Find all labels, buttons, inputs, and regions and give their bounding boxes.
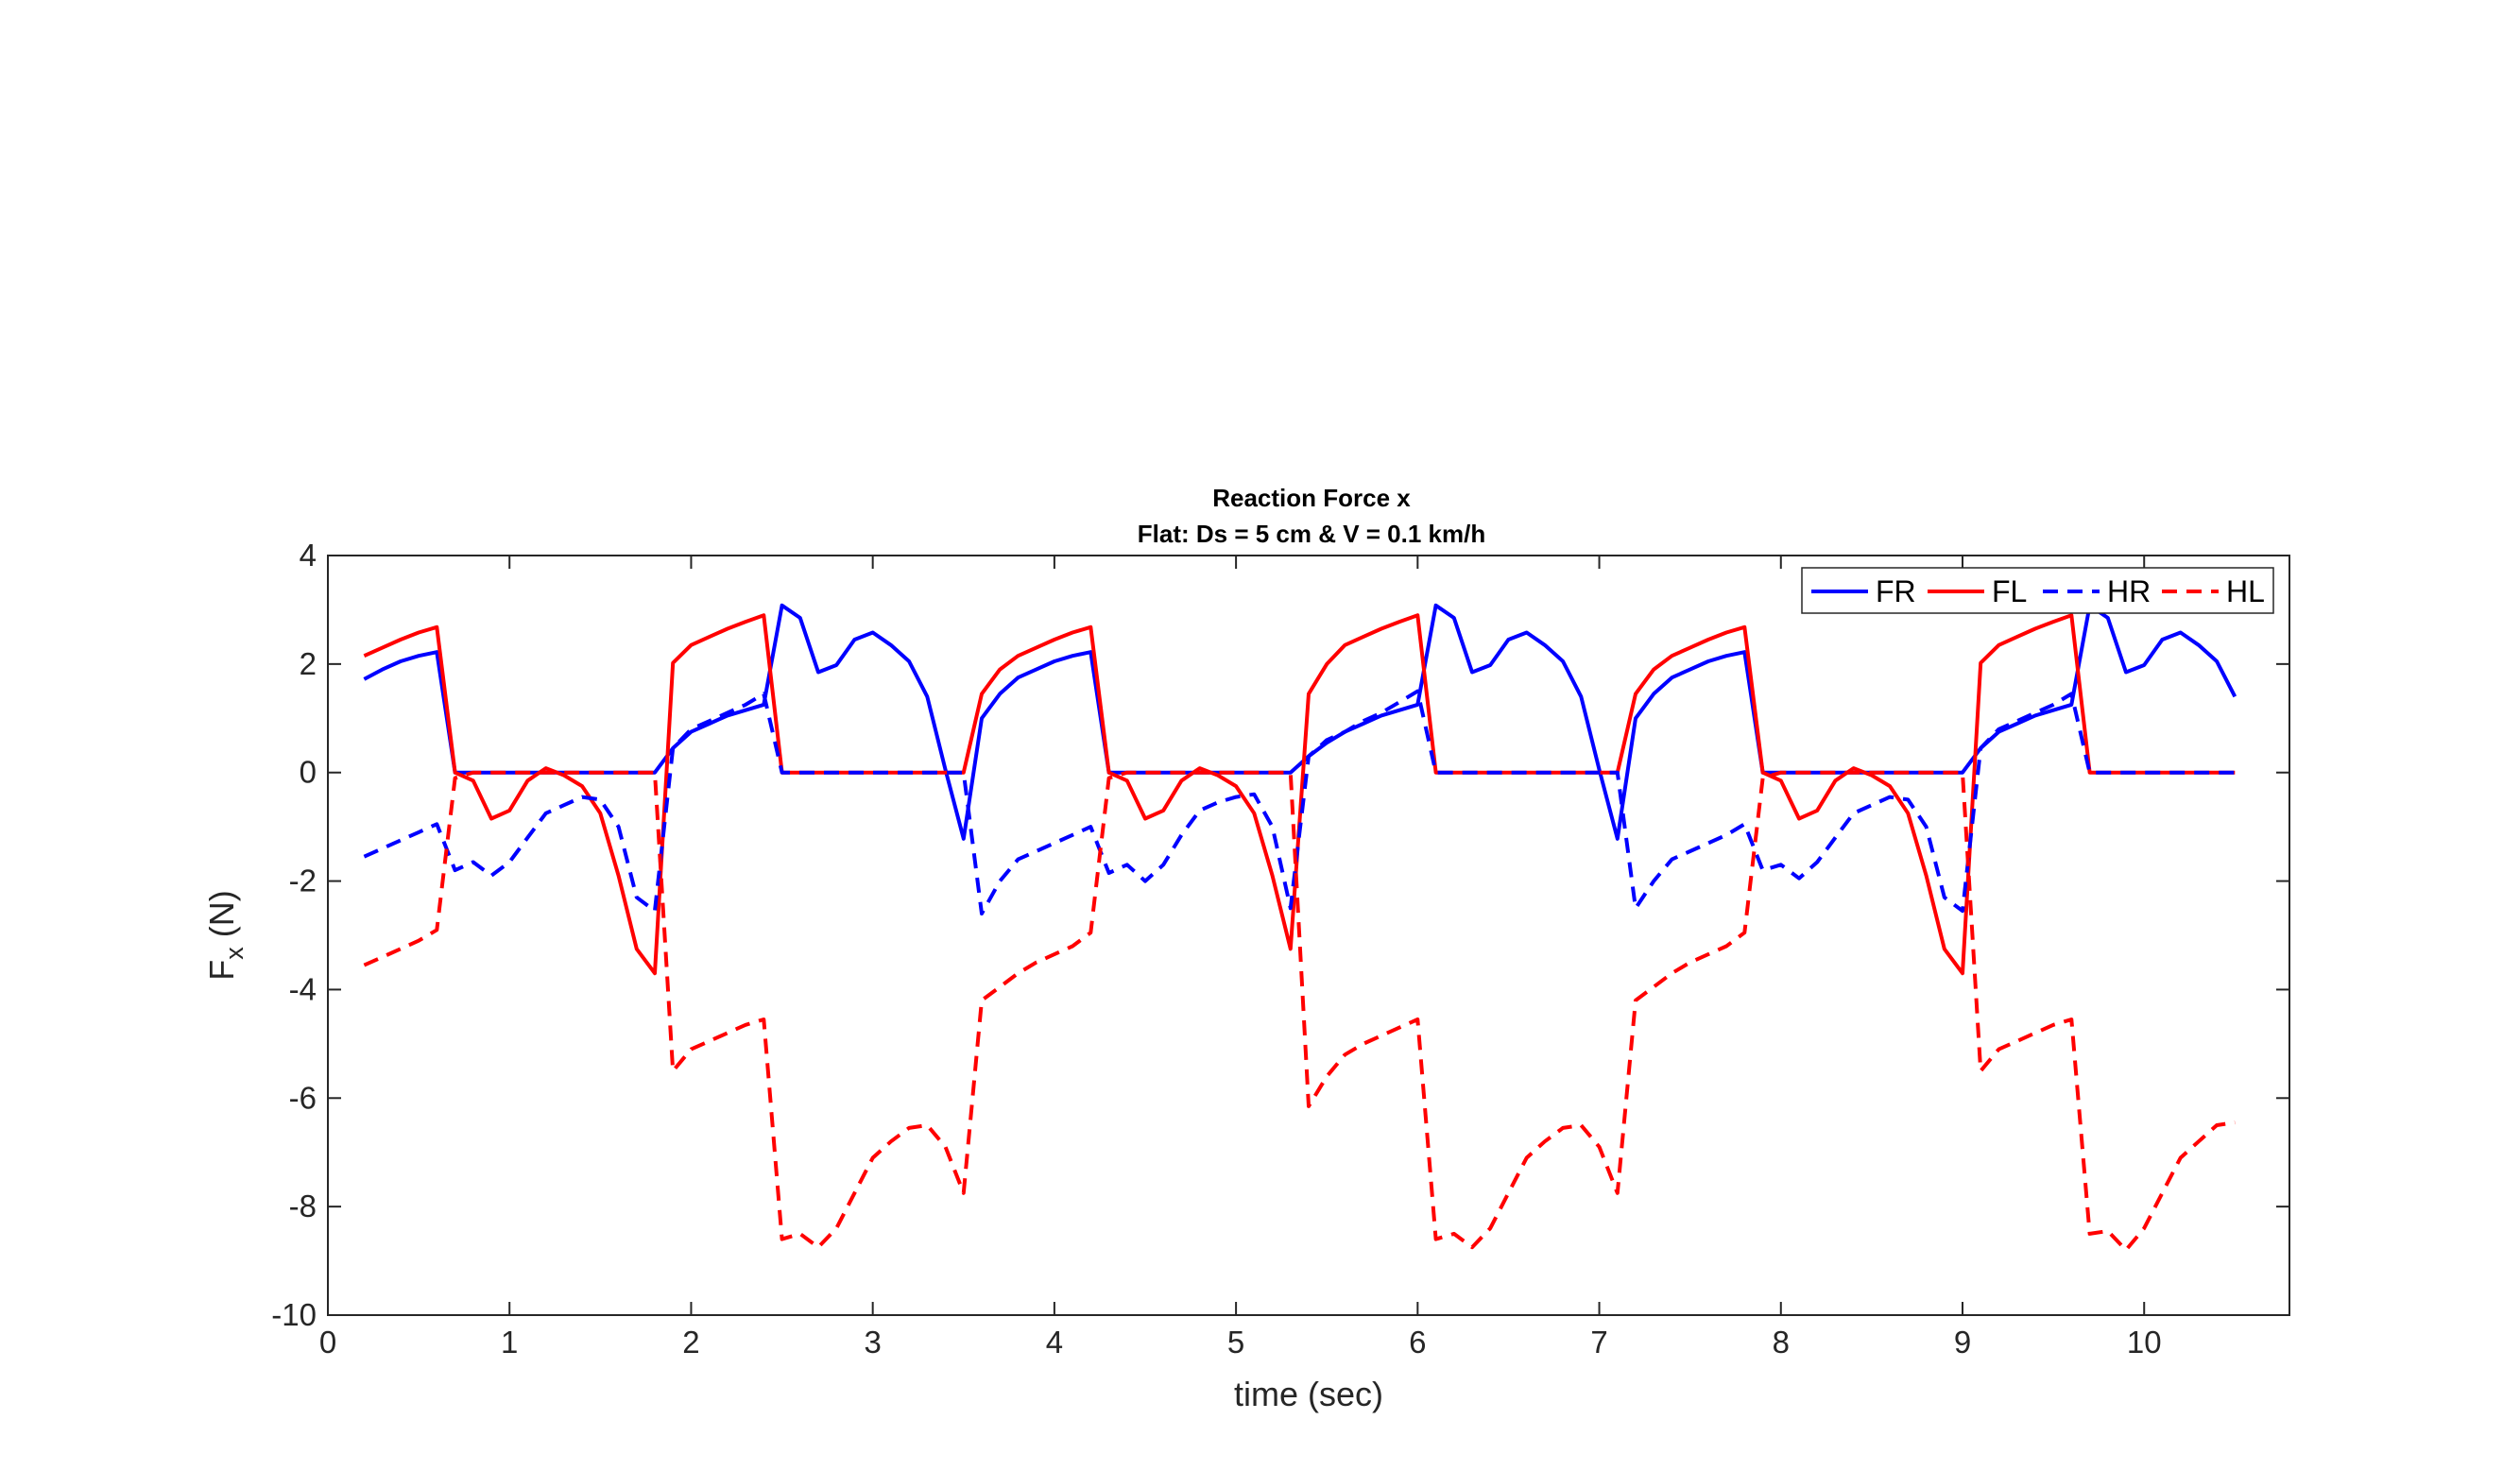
series-lines [363, 603, 2237, 1253]
chart-title: Reaction Force x [1212, 484, 1411, 512]
legend-label-fr: FR [1876, 574, 1916, 608]
y-tick-label: -6 [289, 1080, 317, 1115]
legend-label-hr: HR [2107, 574, 2151, 608]
x-tick-label: 8 [1773, 1325, 1790, 1360]
chart-subtitle: Flat: Ds = 5 cm & V = 0.1 km/h [1138, 520, 1485, 548]
x-tick-label: 9 [1954, 1325, 1971, 1360]
y-tick-label: -8 [289, 1189, 317, 1223]
y-tick-label: 4 [300, 538, 317, 573]
y-axis-label-subscript: x [220, 947, 249, 960]
y-axis-label-unit: (N) [202, 890, 241, 947]
x-axis-label: time (sec) [1234, 1375, 1383, 1413]
x-tick-label: 7 [1590, 1325, 1607, 1360]
x-tick-label: 2 [682, 1325, 699, 1360]
y-axis-label: Fx (N) [202, 890, 249, 980]
axis-ticks: 0 1 2 3 4 5 6 7 8 9 10 -10 -8 -6 -4 -2 0 2 4 [271, 538, 2289, 1360]
series-fl-line [363, 613, 2236, 976]
y-tick-label: 0 [300, 755, 317, 790]
x-tick-label: 10 [2127, 1325, 2162, 1360]
x-tick-label: 1 [501, 1325, 518, 1360]
y-tick-label: -4 [289, 971, 317, 1006]
x-tick-label: 5 [1227, 1325, 1244, 1360]
series-fr-line [363, 603, 2237, 841]
x-tick-label: 0 [319, 1325, 336, 1360]
series-hr-line [363, 689, 2236, 915]
y-tick-label: 2 [300, 646, 317, 681]
y-tick-label: -2 [289, 864, 317, 898]
y-tick-label: -10 [271, 1297, 317, 1332]
x-tick-label: 6 [1409, 1325, 1426, 1360]
legend: FR FL HR HL [1801, 567, 2274, 614]
legend-label-hl: HL [2226, 574, 2265, 608]
x-tick-label: 3 [864, 1325, 881, 1360]
series-hl-line [363, 770, 2236, 1253]
x-tick-label: 4 [1046, 1325, 1063, 1360]
y-axis-label-main: F [202, 960, 241, 981]
legend-label-fl: FL [1992, 574, 2027, 608]
legend-box [1801, 567, 2274, 614]
plot-area [327, 555, 2290, 1316]
